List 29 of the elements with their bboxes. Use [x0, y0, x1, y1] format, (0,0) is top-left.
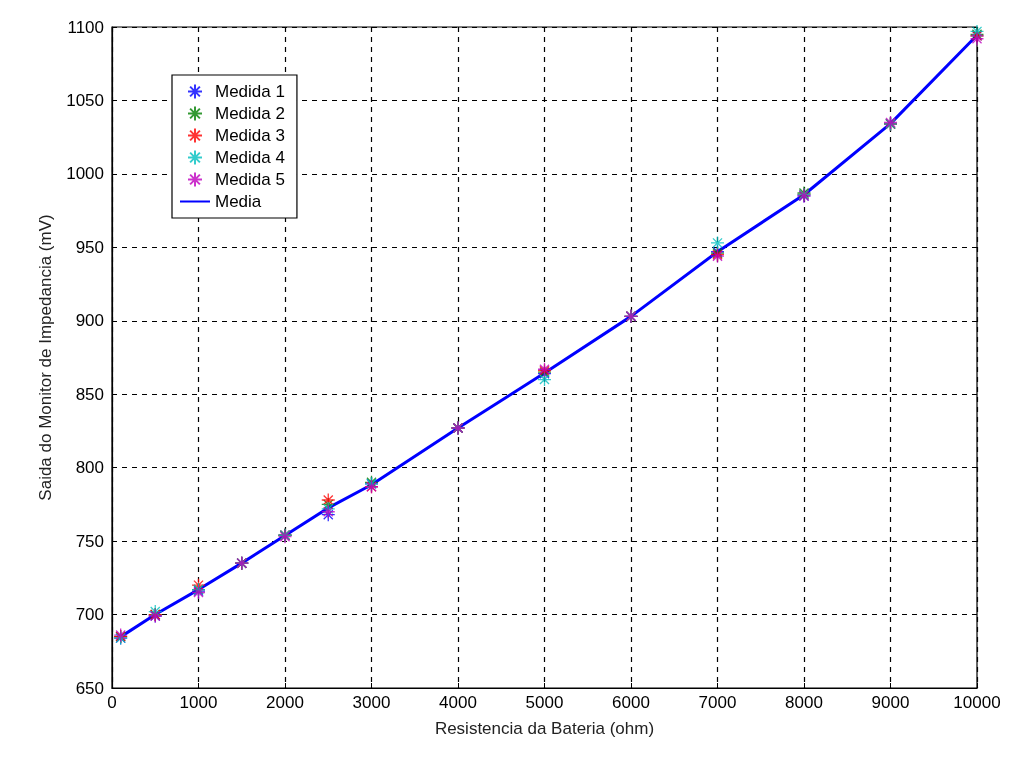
x-tick-label: 10000 [953, 693, 1001, 712]
x-tick-label: 7000 [698, 693, 737, 712]
y-tick-label: 1100 [67, 17, 104, 37]
x-tick-label: 0 [107, 693, 117, 712]
x-tick-label: 9000 [871, 693, 910, 712]
legend-label: Medida 3 [215, 126, 285, 145]
legend-label: Medida 2 [215, 104, 285, 123]
y-tick-label: 700 [75, 605, 104, 625]
y-tick-label: 1050 [66, 90, 104, 110]
y-tick-label: 900 [75, 311, 104, 331]
legend-label: Medida 4 [215, 148, 285, 167]
y-tick-label: 1000 [66, 164, 104, 184]
x-tick-label: 8000 [785, 693, 823, 712]
y-tick-label: 800 [75, 458, 104, 478]
x-tick-label: 4000 [439, 693, 477, 712]
x-tick-label: 1000 [179, 693, 218, 712]
x-tick-label: 5000 [525, 693, 564, 712]
x-tick-label: 2000 [266, 693, 304, 712]
legend-label: Medida 5 [215, 170, 285, 189]
y-tick-label: 950 [75, 237, 104, 257]
x-tick-label: 3000 [352, 693, 391, 712]
y-tick-label: 650 [75, 678, 104, 698]
x-axis-title: Resistencia da Bateria (ohm) [434, 719, 655, 738]
y-tick-label: 750 [75, 531, 104, 551]
y-axis-title: Saida do Monitor de Impedancia (mV) [36, 214, 55, 501]
y-tick-label: 850 [75, 384, 104, 404]
x-tick-label: 6000 [612, 693, 650, 712]
legend-label: Medida 1 [215, 82, 285, 101]
legend-label: Media [215, 192, 262, 211]
